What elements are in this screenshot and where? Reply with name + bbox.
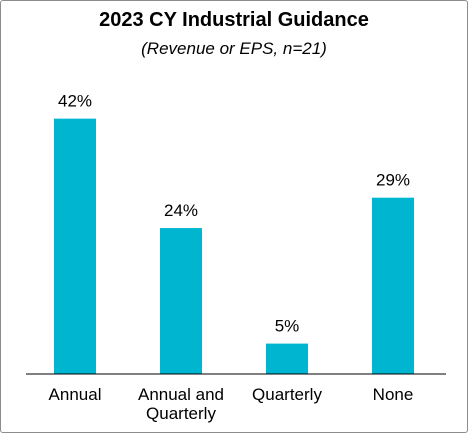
data-label-0: 42% — [58, 92, 92, 111]
data-label-1: 24% — [164, 201, 198, 220]
bar-3 — [372, 197, 414, 374]
chart-title: 2023 CY Industrial Guidance — [99, 9, 369, 31]
x-tick-label-3-0: None — [373, 385, 414, 404]
chart-subtitle: (Revenue or EPS, n=21) — [141, 39, 327, 58]
x-tick-label-2-0: Quarterly — [252, 385, 322, 404]
x-tick-label-1-0: Annual and — [138, 385, 224, 404]
x-tick-label-0-0: Annual — [49, 385, 102, 404]
bar-1 — [160, 228, 202, 374]
bar-2 — [266, 343, 308, 374]
bar-0 — [54, 118, 96, 374]
data-label-2: 5% — [275, 317, 300, 336]
x-tick-label-1-1: Quarterly — [146, 404, 216, 423]
data-label-3: 29% — [376, 171, 410, 190]
